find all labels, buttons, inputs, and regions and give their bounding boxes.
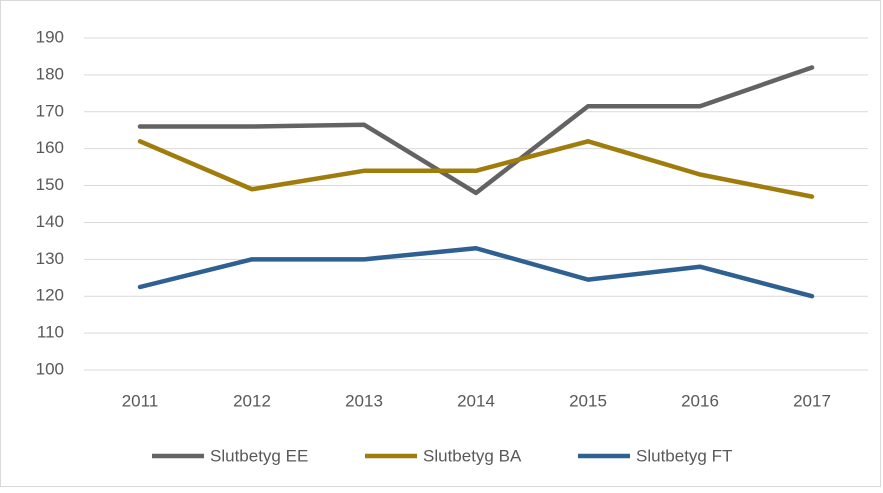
- y-tick-label: 140: [36, 212, 64, 231]
- y-tick-label: 190: [36, 27, 64, 46]
- y-tick-label: 160: [36, 138, 64, 157]
- y-tick-label: 170: [36, 101, 64, 120]
- y-tick-label: 180: [36, 64, 64, 83]
- y-tick-label: 150: [36, 175, 64, 194]
- x-tick-label: 2015: [569, 391, 607, 410]
- x-tick-label: 2016: [681, 391, 719, 410]
- legend-label: Slutbetyg FT: [636, 446, 732, 465]
- line-series: [137, 139, 815, 199]
- line-series: [137, 65, 815, 196]
- y-tick-label: 120: [36, 286, 64, 305]
- x-tick-label: 2012: [233, 391, 271, 410]
- y-tick-label: 130: [36, 249, 64, 268]
- y-tick-label: 110: [37, 323, 64, 342]
- x-tick-label: 2014: [457, 391, 495, 410]
- line-series: [137, 246, 815, 299]
- x-tick-label: 2017: [793, 391, 831, 410]
- legend-label: Slutbetyg EE: [210, 446, 308, 465]
- legend-label: Slutbetyg BA: [423, 446, 522, 465]
- y-tick-label: 100: [36, 359, 64, 378]
- x-tick-label: 2011: [122, 391, 159, 410]
- x-tick-label: 2013: [345, 391, 383, 410]
